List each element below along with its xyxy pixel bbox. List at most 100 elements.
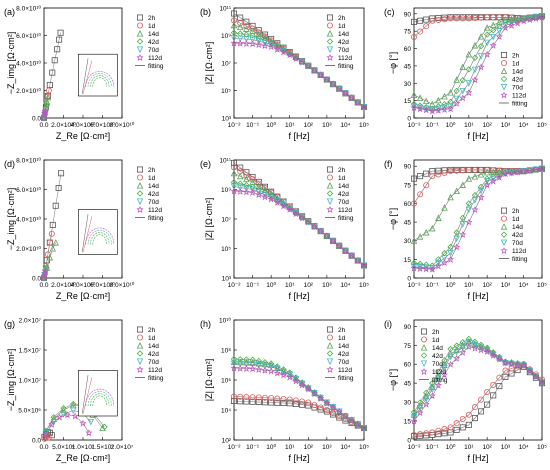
data-point	[305, 399, 312, 406]
legend-label: 70d	[512, 240, 523, 247]
data-point	[520, 362, 528, 369]
legend-label: 2h	[338, 167, 346, 174]
legend-label: 1d	[148, 175, 156, 182]
data-point	[532, 15, 540, 22]
x-tick-label: 10⁻¹	[246, 282, 260, 289]
data-point	[410, 263, 418, 271]
x-tick-label: 10⁵	[359, 282, 369, 289]
x-axis-label: Z_Re [Ω·cm²]	[56, 291, 110, 301]
data-point	[79, 419, 87, 427]
data-point	[422, 264, 430, 272]
data-point	[243, 36, 250, 43]
data-point	[428, 392, 436, 400]
y-tick-label: 1.5×10⁷	[19, 348, 42, 355]
legend-marker	[136, 54, 144, 61]
data-point	[242, 188, 250, 196]
data-point	[508, 360, 516, 368]
legend-label: fitting	[338, 63, 354, 70]
data-point	[429, 100, 436, 108]
legend-marker	[326, 206, 334, 213]
data-point	[298, 380, 306, 388]
data-point	[410, 200, 417, 207]
data-point	[286, 371, 293, 379]
data-point	[273, 199, 281, 207]
y-tick-label: 15	[404, 257, 412, 264]
x-tick-label: 10⁻¹	[426, 444, 440, 451]
data-point	[230, 35, 238, 42]
data-point	[441, 255, 448, 262]
data-point	[323, 399, 331, 407]
data-point	[465, 206, 473, 214]
data-point	[317, 227, 325, 235]
y-tick-label: 30	[404, 400, 412, 407]
x-tick-label: 10⁴	[340, 122, 350, 129]
y-tick-label: 0	[407, 438, 411, 445]
data-point	[495, 355, 503, 363]
data-point	[459, 344, 467, 351]
data-point	[501, 24, 509, 32]
data-point	[410, 237, 418, 244]
data-point	[243, 175, 250, 183]
data-point	[489, 42, 497, 49]
data-point	[423, 430, 430, 437]
data-point	[453, 346, 460, 353]
legend-label: 42d	[512, 77, 523, 84]
x-tick-label: 10⁻²	[408, 122, 422, 129]
y-tick-label: 2.0×10¹⁰	[16, 87, 41, 95]
legend-marker	[136, 358, 144, 365]
legend-marker	[326, 174, 333, 181]
x-tick-label: 2.0×10⁷	[111, 444, 134, 451]
fit-line	[413, 15, 543, 110]
data-point	[490, 27, 497, 34]
y-tick-label: 10⁵	[221, 246, 231, 253]
data-point	[249, 186, 256, 193]
data-point	[243, 22, 250, 29]
data-point	[48, 421, 56, 428]
data-point	[45, 434, 52, 441]
data-point	[435, 167, 442, 174]
legend-label: 42d	[148, 39, 159, 46]
x-tick-label: 10¹	[464, 444, 474, 451]
data-point	[236, 188, 244, 195]
data-point	[230, 178, 238, 186]
data-point	[348, 94, 356, 102]
y-tick-label: 90	[404, 164, 412, 171]
data-point	[489, 33, 497, 41]
data-point	[230, 169, 238, 177]
data-point	[236, 358, 244, 366]
series-112d	[230, 39, 368, 111]
data-point	[514, 19, 522, 27]
y-tick-label: 75	[404, 343, 412, 350]
x-tick-label: 10²	[304, 122, 314, 129]
data-point	[249, 394, 256, 401]
y-tick-label: 10⁶	[221, 378, 231, 385]
legend-label: 70d	[148, 199, 159, 206]
data-point	[447, 105, 455, 113]
data-point	[46, 82, 53, 89]
legend-label: 1d	[148, 23, 156, 30]
data-point	[429, 429, 436, 436]
y-tick-label: 0.0	[32, 276, 41, 283]
data-point	[261, 366, 269, 374]
data-point	[255, 41, 263, 49]
data-point	[236, 172, 244, 180]
data-point	[237, 393, 244, 400]
data-point	[465, 66, 473, 73]
data-point	[261, 193, 269, 201]
data-point	[268, 394, 275, 401]
data-point	[42, 429, 50, 437]
x-tick-label: 2.0×10¹⁰	[51, 121, 76, 129]
y-tick-label: 8.0×10¹⁰	[16, 157, 41, 165]
data-point	[526, 166, 534, 174]
data-point	[465, 218, 473, 226]
data-point	[428, 265, 436, 273]
x-tick-label: 10³	[501, 282, 511, 289]
legend-label: 112d	[148, 55, 162, 62]
data-point	[435, 368, 442, 375]
data-point	[423, 389, 430, 397]
data-point	[459, 221, 467, 228]
data-point	[538, 378, 546, 386]
